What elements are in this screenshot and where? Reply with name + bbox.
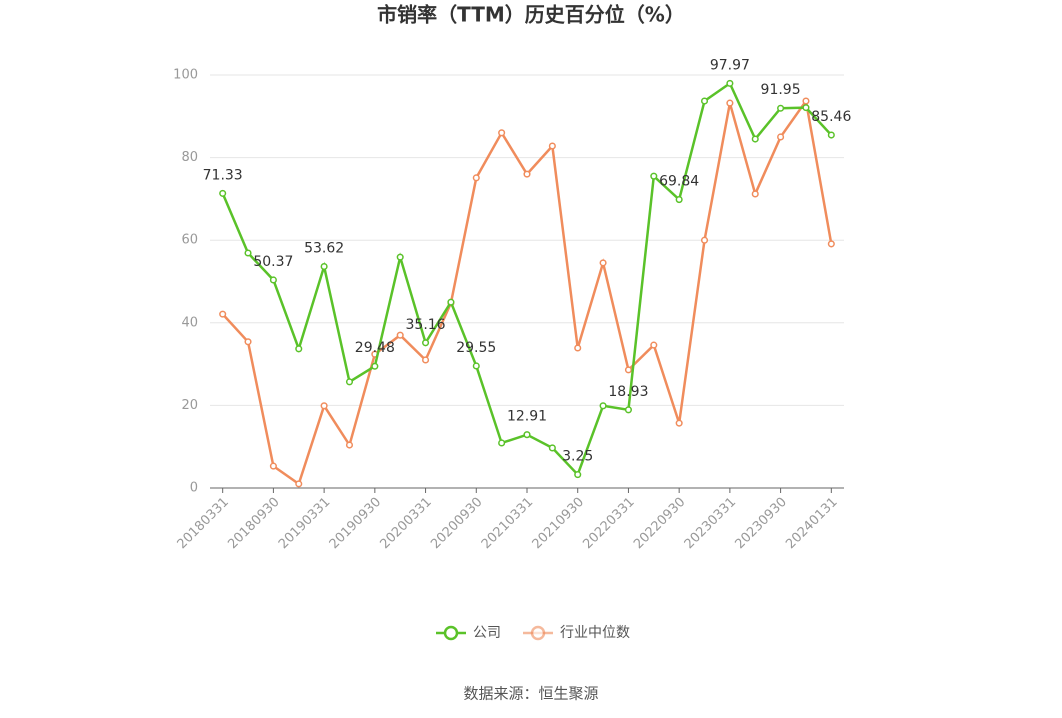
point — [827, 240, 835, 248]
point — [675, 196, 683, 204]
point — [295, 480, 303, 488]
point — [751, 135, 759, 143]
point — [269, 276, 277, 284]
value-label: 35.16 — [406, 317, 446, 333]
point — [802, 97, 810, 105]
point — [548, 444, 556, 452]
source: 数据来源：恒生聚源 — [463, 685, 598, 703]
point — [700, 236, 709, 244]
x-tick-label: 20230930 — [733, 495, 790, 552]
point — [675, 419, 683, 427]
legend-marker — [530, 625, 546, 641]
x-tick-label: 20220331 — [580, 495, 637, 552]
legend-label: 公司 — [473, 625, 501, 641]
point — [523, 431, 531, 439]
point — [548, 142, 556, 150]
point — [244, 249, 252, 257]
x-tick-label: 20180331 — [175, 495, 232, 552]
value-label: 69.84 — [659, 174, 699, 190]
point — [396, 331, 404, 339]
value-label: 97.97 — [710, 57, 750, 73]
value-label: 85.46 — [811, 109, 851, 125]
x-tick-label: 20200930 — [428, 495, 485, 552]
point — [599, 402, 607, 410]
point — [599, 259, 607, 267]
value-label: 29.48 — [355, 340, 395, 356]
point — [624, 406, 632, 414]
y-tick-label: 100 — [173, 68, 198, 83]
point — [244, 338, 252, 346]
point — [219, 310, 227, 318]
x-tick-label: 20230331 — [682, 495, 739, 552]
x-tick-label: 20240131 — [783, 495, 840, 552]
y-tick-label: 40 — [181, 315, 198, 330]
x-tick-label: 20180930 — [225, 495, 282, 552]
point — [498, 129, 506, 137]
point — [447, 298, 455, 306]
point — [777, 104, 785, 112]
point — [802, 104, 810, 112]
point — [295, 345, 303, 353]
point — [345, 441, 354, 449]
point — [523, 170, 531, 178]
legend-label: 行业中位数 — [560, 625, 630, 641]
value-label: 29.55 — [456, 340, 496, 356]
point — [726, 99, 734, 107]
point — [345, 378, 354, 386]
value-label: 50.37 — [253, 254, 293, 270]
x-tick-label: 20210930 — [530, 495, 587, 552]
point — [320, 262, 328, 271]
value-label: 3.25 — [562, 449, 593, 465]
point — [726, 79, 734, 87]
x-tick-label: 20190930 — [327, 495, 384, 552]
value-label: 91.95 — [761, 82, 801, 98]
value-label: 53.62 — [304, 241, 344, 257]
point — [700, 97, 709, 105]
y-tick-label: 20 — [181, 398, 198, 413]
y-tick-label: 60 — [181, 233, 198, 248]
point — [269, 462, 277, 470]
x-tick-label: 20200331 — [377, 495, 434, 552]
point — [751, 190, 759, 198]
chart-title: 市销率（TTM）历史百分位（%） — [377, 3, 685, 27]
point — [422, 356, 430, 364]
x-tick-label: 20220930 — [631, 495, 688, 552]
point — [574, 471, 582, 479]
point — [422, 339, 430, 347]
series-line — [221, 97, 833, 486]
point — [574, 344, 582, 352]
point — [472, 174, 480, 182]
value-label: 12.91 — [507, 409, 547, 425]
point — [371, 362, 379, 370]
value-label: 18.93 — [608, 384, 648, 400]
point — [650, 172, 658, 180]
point — [827, 131, 835, 139]
point — [396, 253, 404, 261]
point — [320, 402, 328, 410]
y-tick-label: 80 — [181, 150, 198, 165]
point — [777, 133, 785, 141]
legend-marker — [443, 625, 459, 641]
point — [624, 366, 632, 374]
point — [219, 189, 227, 197]
y-tick-label: 0 — [190, 481, 198, 496]
value-label: 71.33 — [203, 167, 243, 183]
point — [650, 341, 658, 349]
x-tick-label: 20190331 — [276, 495, 333, 552]
point — [498, 439, 506, 447]
point — [472, 362, 480, 370]
x-tick-label: 20210331 — [479, 495, 536, 552]
